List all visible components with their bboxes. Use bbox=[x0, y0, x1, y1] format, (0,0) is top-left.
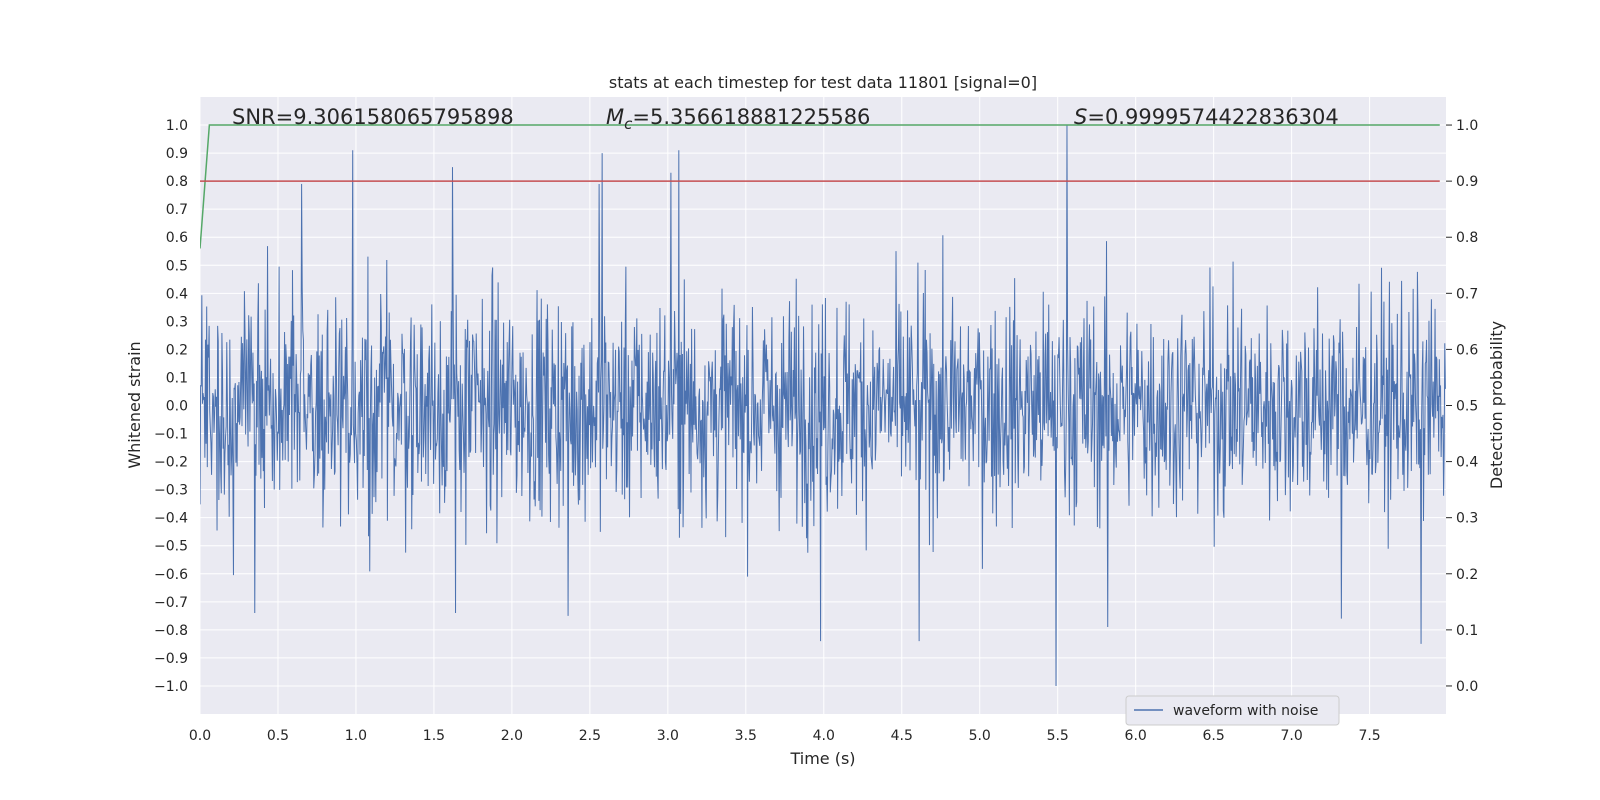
y-tick-label: −0.7 bbox=[154, 595, 188, 611]
x-axis-ticks: 0.0 0.5 1.0 1.5 2.0 2.5 3.0 3.5 4.0 4.5 5.0 5.5 6.0 6… bbox=[189, 728, 1381, 744]
legend-box bbox=[1125, 695, 1340, 726]
y-tick-label: 0.3 bbox=[166, 314, 188, 330]
y-tick-label: −0.3 bbox=[154, 483, 188, 499]
annotation-snr: SNR=9.306158065795898 bbox=[232, 105, 514, 129]
y-tick-label: −0.6 bbox=[154, 567, 188, 583]
y-tick-label: −0.1 bbox=[154, 427, 188, 443]
x-tick-label: 0.5 bbox=[267, 728, 289, 744]
y-right-axis-label: Detection probability bbox=[1487, 321, 1506, 489]
x-tick-label: 6.5 bbox=[1203, 728, 1225, 744]
legend-label-waveform: waveform with noise bbox=[1173, 703, 1318, 719]
x-tick-label: 7.5 bbox=[1358, 728, 1380, 744]
y-tick-label: 0.7 bbox=[166, 202, 188, 218]
x-tick-label: 0.0 bbox=[189, 728, 211, 744]
x-tick-label: 4.0 bbox=[813, 728, 835, 744]
y-tick-label: −0.2 bbox=[154, 455, 188, 471]
y-tick-label: −0.4 bbox=[154, 511, 188, 527]
y-right-axis-ticks: 1.0 0.9 0.8 0.7 0.6 0.5 0.4 0.3 0.2 0.1 0.0 bbox=[1446, 118, 1478, 695]
y-right-tick-label: 0.4 bbox=[1456, 455, 1478, 471]
y-right-tick-label: 0.6 bbox=[1456, 342, 1478, 358]
x-tick-label: 1.5 bbox=[423, 728, 445, 744]
y-tick-label: 0.0 bbox=[166, 399, 188, 415]
x-tick-label: 2.0 bbox=[501, 728, 523, 744]
y-right-tick-label: 0.1 bbox=[1456, 623, 1478, 639]
x-tick-label: 3.0 bbox=[657, 728, 679, 744]
series-waveform-with-noise bbox=[200, 125, 1446, 686]
annotation-s-score: S=0.9999574422836304 bbox=[1074, 105, 1339, 129]
x-tick-label: 5.0 bbox=[969, 728, 991, 744]
annotation-chirp-mass-value: =5.356618881225586 bbox=[632, 105, 870, 129]
y-tick-label: 0.6 bbox=[166, 230, 188, 246]
y-right-tick-label: 0.5 bbox=[1456, 399, 1478, 415]
y-tick-label: 0.2 bbox=[166, 342, 188, 358]
annotation-chirp-mass-subscript: c bbox=[624, 115, 633, 133]
x-tick-label: 1.0 bbox=[345, 728, 367, 744]
y-right-tick-label: 0.0 bbox=[1456, 679, 1478, 695]
y-right-tick-label: 0.2 bbox=[1456, 567, 1478, 583]
legend: waveform with noise bbox=[1125, 695, 1340, 726]
y-tick-label: −0.5 bbox=[154, 539, 188, 555]
x-tick-label: 4.5 bbox=[891, 728, 913, 744]
y-tick-label: 0.4 bbox=[166, 286, 188, 302]
chart-title: stats at each timestep for test data 118… bbox=[609, 73, 1037, 92]
x-axis-label: Time (s) bbox=[789, 749, 855, 768]
x-tick-label: 5.5 bbox=[1047, 728, 1069, 744]
x-tick-label: 2.5 bbox=[579, 728, 601, 744]
y-tick-label: 0.5 bbox=[166, 258, 188, 274]
y-right-tick-label: 0.9 bbox=[1456, 174, 1478, 190]
x-tick-label: 3.5 bbox=[735, 728, 757, 744]
y-axis-ticks: 1.0 0.9 0.8 0.7 0.6 0.5 0.4 0.3 0.2 0.1 0.0 −0.1 −0.… bbox=[154, 118, 188, 695]
y-tick-label: −1.0 bbox=[154, 679, 188, 695]
y-tick-label: 0.8 bbox=[166, 174, 188, 190]
y-tick-label: −0.8 bbox=[154, 623, 188, 639]
series-detection-probability bbox=[200, 124, 1440, 249]
y-tick-label: −0.9 bbox=[154, 651, 188, 667]
y-right-tick-label: 0.7 bbox=[1456, 286, 1478, 302]
annotation-chirp-mass-symbol: M bbox=[606, 105, 624, 129]
y-right-tick-label: 1.0 bbox=[1456, 118, 1478, 134]
x-tick-label: 7.0 bbox=[1280, 728, 1302, 744]
y-right-tick-label: 0.8 bbox=[1456, 230, 1478, 246]
y-tick-label: 0.1 bbox=[166, 370, 188, 386]
y-tick-label: 1.0 bbox=[166, 118, 188, 134]
annotation-s-score-symbol: S bbox=[1074, 105, 1087, 129]
annotation-chirp-mass: Mc=5.356618881225586 bbox=[606, 105, 870, 133]
y-right-tick-label: 0.3 bbox=[1456, 511, 1478, 527]
y-axis-label: Whitened strain bbox=[125, 341, 144, 468]
annotation-s-score-value: =0.9999574422836304 bbox=[1087, 105, 1338, 129]
y-tick-label: 0.9 bbox=[166, 146, 188, 162]
x-tick-label: 6.0 bbox=[1125, 728, 1147, 744]
